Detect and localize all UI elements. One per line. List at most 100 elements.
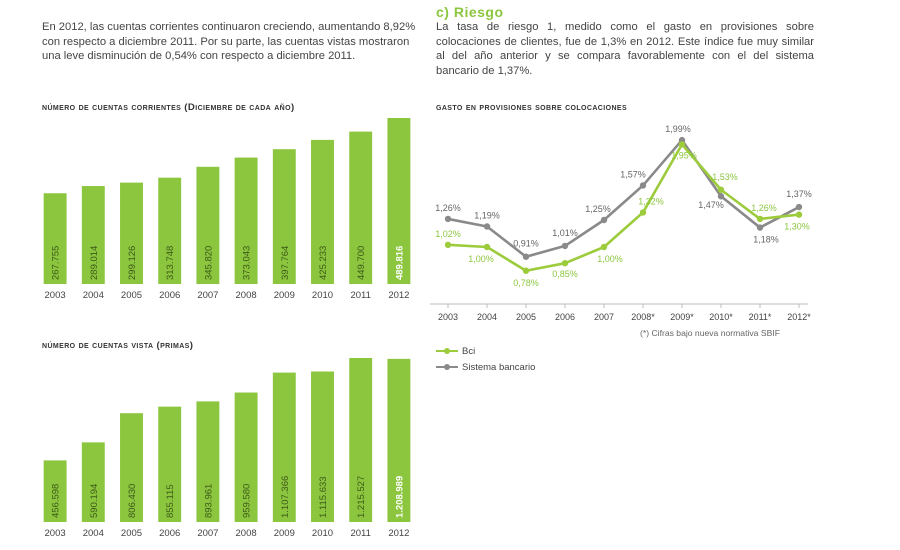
cc-bar: [81, 186, 105, 284]
data-point-sistema: [561, 242, 569, 250]
cv-bar: [234, 392, 258, 522]
cc-bar: [387, 118, 411, 284]
data-label-bci: 1,00%: [597, 254, 623, 264]
data-point-sistema: [639, 182, 647, 189]
cc-value-label: 289.014: [89, 246, 100, 280]
data-label-sistema: 1,99%: [665, 124, 691, 134]
cv-x-tick-label: 2004: [83, 528, 104, 539]
data-label-bci: 1,26%: [751, 203, 777, 213]
data-label-sistema: 0,91%: [513, 239, 539, 249]
legend-swatch-sistema: [436, 361, 458, 373]
data-point-sistema: [756, 224, 764, 231]
line-chart-x-tick-label: 2003: [438, 312, 458, 322]
cc-x-tick-label: 2009: [274, 290, 295, 301]
data-point-bci: [639, 209, 647, 216]
cv-bar: [349, 358, 373, 522]
line-chart-x-tick-label: 2008*: [631, 312, 655, 322]
cc-x-tick-label: 2006: [159, 290, 180, 301]
cc-x-tick-label: 2004: [83, 290, 104, 301]
line-chart-x-tick-label: 2009*: [670, 312, 694, 322]
cc-bar: [272, 149, 296, 284]
line-chart-x-tick-label: 2010*: [709, 312, 733, 322]
data-label-sistema: 1,01%: [552, 228, 578, 238]
cc-bar: [234, 157, 258, 284]
cv-bar: [272, 372, 296, 522]
cv-value-label: 1.208.989: [394, 476, 405, 518]
data-label-bci: 1,00%: [468, 254, 494, 264]
data-point-sistema: [600, 216, 608, 224]
line-chart-x-tick-label: 2005: [516, 312, 536, 322]
cc-value-label: 425.233: [318, 246, 329, 280]
cv-x-tick-label: 2005: [121, 528, 142, 539]
cc-bar: [349, 131, 373, 284]
cc-x-tick-label: 2011: [350, 290, 370, 301]
cv-value-label: 855.115: [165, 484, 176, 518]
cc-value-label: 449.700: [356, 246, 367, 280]
cc-x-tick-label: 2003: [45, 290, 66, 301]
data-label-bci: 1,30%: [784, 222, 810, 232]
cv-x-tick-label: 2011: [350, 528, 370, 539]
cv-value-label: 1.115.633: [318, 476, 329, 518]
cc-value-label: 345.820: [203, 246, 214, 280]
data-point-bci: [561, 260, 569, 267]
data-point-bci: [600, 243, 608, 251]
cv-bar: [311, 371, 334, 522]
data-point-sistema: [522, 253, 530, 260]
cc-bar: [120, 182, 143, 284]
data-point-bci: [717, 186, 725, 193]
line-chart-x-tick-label: 2006: [555, 312, 575, 322]
cc-x-tick-label: 2007: [197, 290, 218, 301]
data-label-sistema: 1,37%: [786, 189, 812, 199]
cv-value-label: 1.107.366: [280, 476, 291, 518]
cc-value-label: 489.816: [394, 246, 405, 280]
riesgo-heading: c) Riesgo: [436, 4, 504, 20]
cv-x-tick-label: 2010: [312, 528, 333, 539]
data-label-bci: 1,02%: [435, 229, 461, 239]
cc-value-label: 373.043: [242, 246, 253, 280]
cv-bar: [387, 358, 411, 522]
cv-x-tick-label: 2006: [159, 528, 180, 539]
data-label-bci: 1,95%: [671, 150, 697, 160]
data-label-bci: 1,32%: [638, 196, 664, 206]
legend-label-bci: Bci: [462, 345, 476, 357]
cv-value-label: 959.580: [242, 484, 253, 518]
data-label-sistema: 1,19%: [474, 210, 500, 220]
data-point-bci: [795, 211, 803, 218]
riesgo-paragraph: La tasa de riesgo 1, medido como el gast…: [436, 21, 814, 77]
cv-value-label: 806.430: [127, 484, 138, 518]
cv-bar: [158, 406, 182, 522]
data-point-bci: [522, 267, 530, 274]
legend-label-sistema: Sistema bancario: [462, 361, 536, 373]
data-point-bci: [756, 215, 764, 223]
cc-value-label: 299.126: [127, 246, 138, 280]
data-label-sistema: 1,26%: [435, 203, 461, 213]
line-chart-x-tick-label: 2011*: [749, 312, 772, 322]
chart-footnote: (*) Cifras bajo nueva normativa SBIF: [640, 328, 780, 338]
cv-x-tick-label: 2012: [388, 528, 409, 539]
line-chart-legend: Bci Sistema bancario: [436, 343, 535, 375]
cc-x-tick-label: 2010: [312, 290, 333, 301]
data-point-sistema: [483, 223, 491, 230]
data-point-sistema: [795, 203, 803, 211]
provisiones-chart-title: gasto en provisiones sobre colocaciones: [436, 102, 628, 113]
data-point-sistema: [444, 215, 452, 223]
legend-item-sistema: Sistema bancario: [436, 359, 535, 375]
cc-value-label: 397.764: [280, 246, 291, 280]
cv-value-label: 893.961: [203, 484, 214, 518]
cc-bar: [43, 193, 67, 284]
data-label-sistema: 1,57%: [620, 169, 646, 179]
cc-bar: [196, 166, 220, 284]
data-label-bci: 1,53%: [712, 172, 738, 182]
cuentas-vista-chart-title: número de cuentas vista (primas): [42, 340, 194, 351]
intro-paragraph: En 2012, las cuentas corrientes continua…: [42, 21, 416, 62]
cv-value-label: 1.215.527: [356, 476, 367, 518]
data-point-bci: [678, 141, 686, 148]
cc-bar: [158, 177, 182, 284]
cc-value-label: 313.748: [165, 246, 176, 280]
data-point-bci: [444, 241, 452, 249]
cv-bar: [81, 442, 105, 522]
series-line-bci: [447, 143, 800, 273]
cc-value-label: 267.755: [51, 246, 62, 280]
